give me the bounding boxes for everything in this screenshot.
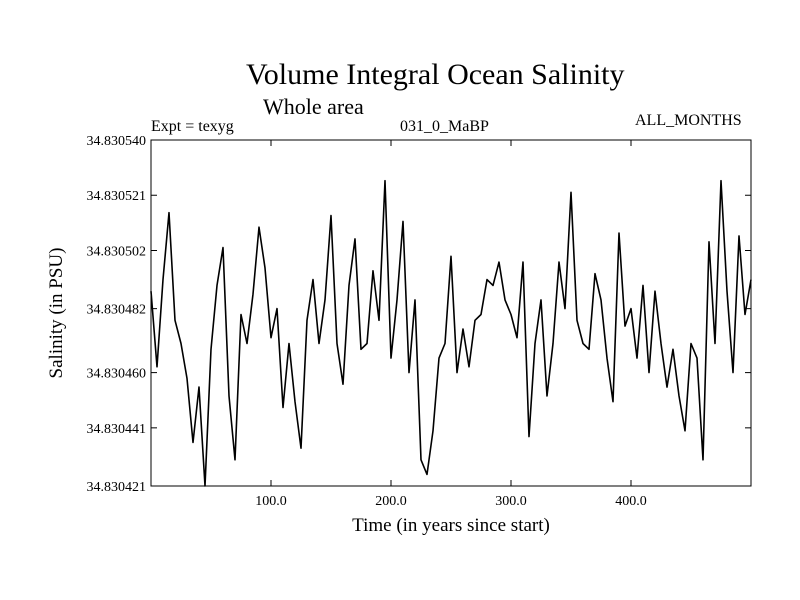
chart-title: Volume Integral Ocean Salinity [246, 58, 625, 91]
x-tick-label: 300.0 [495, 494, 527, 509]
x-tick-label: 100.0 [255, 494, 287, 509]
experiment-label: Expt = texyg [151, 118, 234, 135]
plot-frame [150, 139, 752, 487]
y-axis: 34.830540 34.830521 34.830502 34.830482 34.8… [87, 134, 751, 495]
y-tick-label: 34.830441 [87, 422, 147, 437]
series-layer [150, 179, 752, 487]
y-tick-label: 34.830521 [87, 189, 147, 204]
y-tick-label: 34.830502 [87, 244, 147, 259]
x-tick-label: 400.0 [615, 494, 647, 509]
y-tick-label: 34.830540 [87, 134, 147, 149]
x-tick-label: 200.0 [375, 494, 407, 509]
y-tick-label: 34.830421 [87, 480, 147, 495]
x-axis-label: Time (in years since start) [352, 515, 550, 536]
case-label: 031_0_MaBP [400, 118, 489, 135]
y-tick-label: 34.830460 [87, 367, 147, 382]
chart-subtitle: Whole area [263, 94, 364, 119]
y-tick-label: 34.830482 [87, 303, 147, 318]
salinity-series-line [150, 179, 752, 487]
months-label: ALL_MONTHS [635, 112, 742, 129]
y-axis-label: Salinity (in PSU) [46, 248, 67, 379]
x-axis: 100.0 200.0 300.0 400.0 [255, 140, 647, 509]
